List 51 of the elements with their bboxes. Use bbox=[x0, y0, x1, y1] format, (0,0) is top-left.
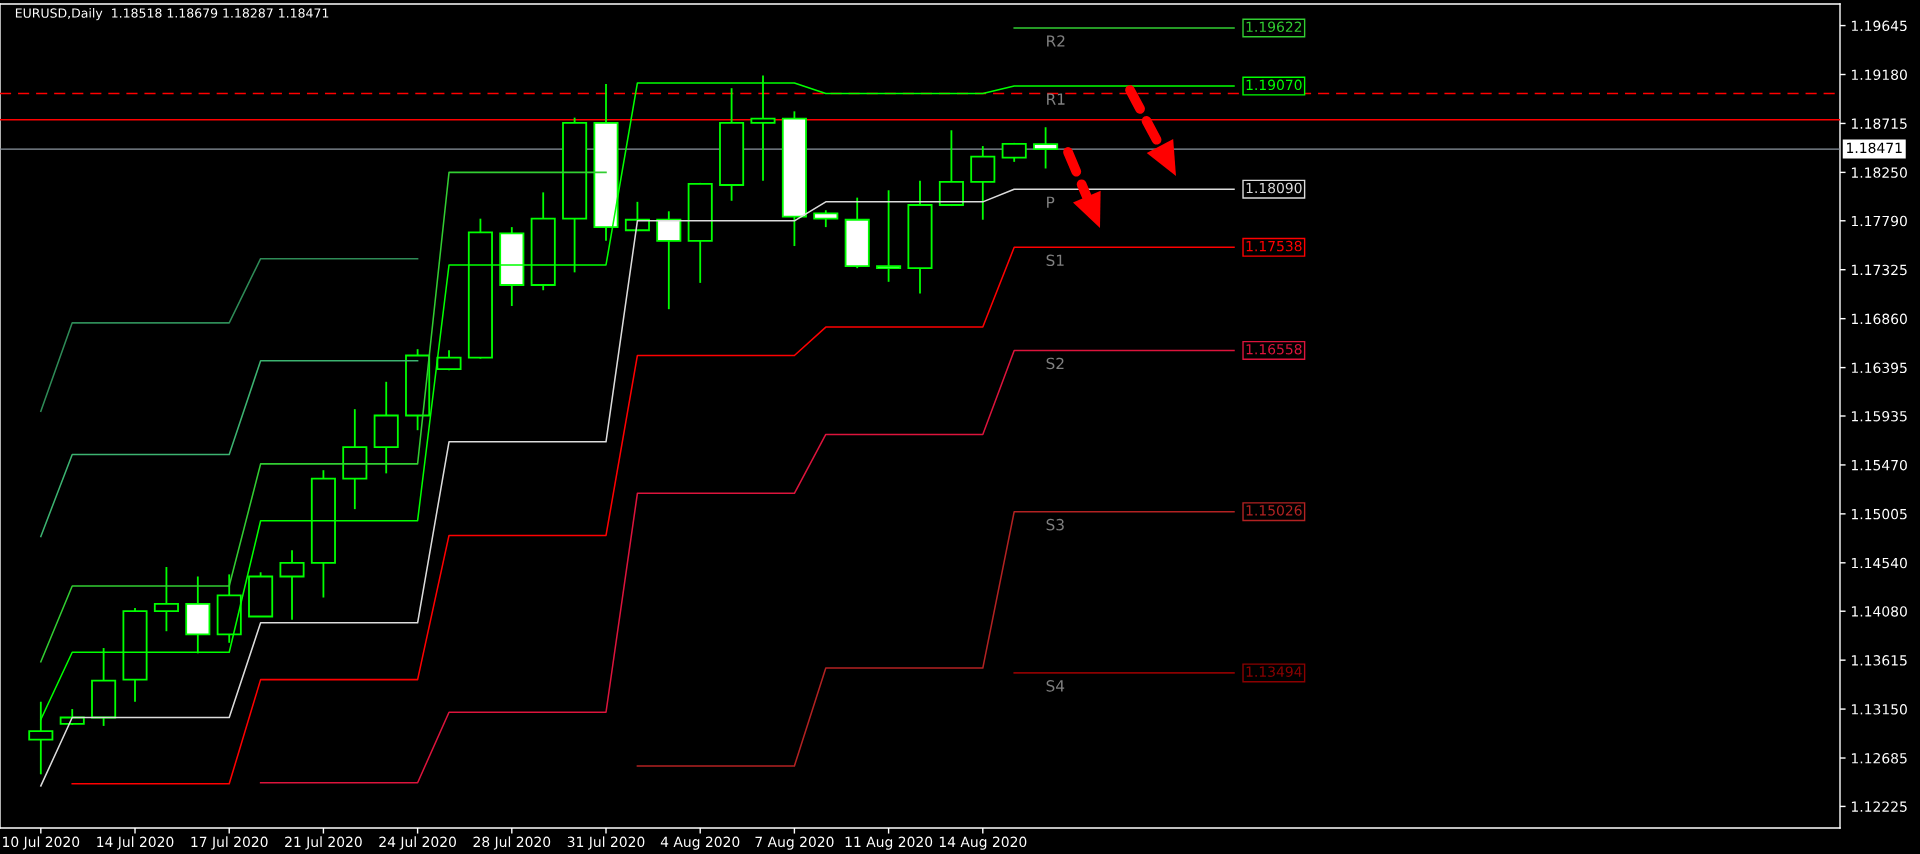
data-label: 1.19070 bbox=[1246, 79, 1302, 91]
y-tick-label: 1.12685 bbox=[1851, 752, 1907, 764]
data-label: 1.17538 bbox=[1246, 240, 1302, 252]
data-label: 1.16558 bbox=[1246, 343, 1302, 355]
x-tick-label: 4 Aug 2020 bbox=[660, 836, 740, 850]
x-tick-label: 31 Jul 2020 bbox=[567, 836, 645, 850]
candlestick bbox=[938, 129, 964, 207]
y-tick-label: 1.16860 bbox=[1851, 313, 1907, 325]
candlestick bbox=[656, 210, 682, 311]
x-tick-label: 17 Jul 2020 bbox=[191, 836, 268, 850]
line-series bbox=[259, 349, 1235, 784]
x-tick-label: 7 Aug 2020 bbox=[755, 836, 834, 850]
x-tick-label: 10 Jul 2020 bbox=[3, 836, 80, 850]
y-tick-label: 1.18250 bbox=[1851, 167, 1907, 178]
series-label: S2 bbox=[1046, 357, 1064, 370]
y-tick-label: 1.17790 bbox=[1851, 215, 1907, 227]
series-label: S3 bbox=[1046, 518, 1064, 531]
data-label: 1.13494 bbox=[1246, 666, 1302, 677]
candlestick bbox=[153, 566, 179, 633]
series-label: P bbox=[1047, 196, 1055, 208]
candlestick bbox=[279, 549, 305, 621]
x-tick-label: 11 Aug 2020 bbox=[845, 836, 933, 850]
y-tick-label: 1.14540 bbox=[1851, 557, 1907, 569]
y-tick-label: 1.15470 bbox=[1851, 459, 1907, 471]
y-tick-label: 1.14080 bbox=[1851, 606, 1907, 617]
y-tick-label: 1.17325 bbox=[1851, 264, 1907, 276]
x-tick-label: 21 Jul 2020 bbox=[285, 836, 362, 850]
chart-title: EURUSD,Daily 1.18518 1.18679 1.18287 1.18471 bbox=[15, 8, 329, 21]
candlestick bbox=[876, 189, 902, 283]
series-label: R1 bbox=[1047, 93, 1065, 105]
data-label: 1.15026 bbox=[1246, 505, 1302, 516]
ref-line-label: 1.18471 bbox=[1847, 142, 1902, 154]
y-tick-label: 1.19180 bbox=[1851, 69, 1907, 80]
data-label: 1.19622 bbox=[1246, 21, 1302, 33]
data-label: 1.18090 bbox=[1246, 182, 1302, 194]
x-tick-label: 14 Jul 2020 bbox=[97, 836, 174, 850]
candlestick bbox=[1033, 126, 1059, 170]
y-tick-label: 1.13615 bbox=[1851, 655, 1907, 666]
series-label: S4 bbox=[1046, 680, 1065, 692]
y-tick-label: 1.12225 bbox=[1851, 801, 1907, 812]
x-tick-label: 14 Aug 2020 bbox=[939, 836, 1027, 850]
y-tick-label: 1.15005 bbox=[1851, 508, 1907, 520]
y-tick-label: 1.13150 bbox=[1851, 704, 1907, 715]
y-tick-label: 1.16395 bbox=[1851, 362, 1907, 374]
y-tick-label: 1.18715 bbox=[1851, 118, 1907, 129]
x-tick-label: 24 Jul 2020 bbox=[379, 836, 456, 850]
y-tick-label: 1.15935 bbox=[1851, 410, 1907, 422]
series-label: S1 bbox=[1046, 254, 1064, 267]
series-label: R2 bbox=[1047, 35, 1065, 47]
y-tick-label: 1.19645 bbox=[1851, 20, 1907, 32]
x-tick-label: 28 Jul 2020 bbox=[473, 836, 551, 850]
